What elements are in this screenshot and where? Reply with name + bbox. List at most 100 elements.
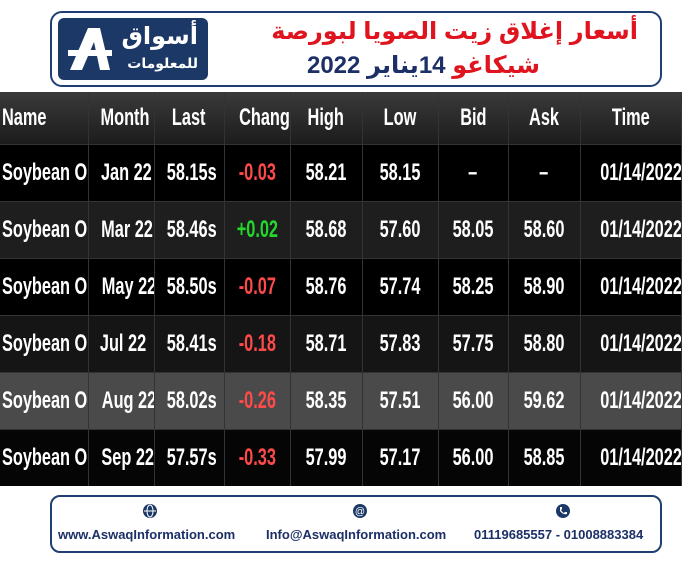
table-cell: Aug 22 (88, 372, 155, 430)
cell-text: -0.18 (238, 330, 276, 357)
cell-text: 57.83 (379, 330, 421, 357)
table-cell: Soybean Oil (0, 429, 89, 486)
column-header: Low (362, 92, 439, 145)
table-cell: 58.80 (508, 315, 581, 373)
table-cell: 58.76 (290, 258, 363, 316)
cell-text: -0.03 (238, 159, 276, 186)
table-cell: Jan 22 (88, 144, 155, 202)
cell-text: 56.00 (452, 444, 494, 471)
column-header: Name (0, 92, 89, 145)
cell-text: 58.50s (166, 273, 217, 300)
table-cell: +0.02 (224, 201, 291, 259)
table-cell: 57.17 (362, 429, 439, 486)
cell-text: 58.85 (523, 444, 565, 471)
column-header: Ask (508, 92, 581, 145)
cell-text: 58.02s (166, 387, 217, 414)
table-cell: -0.07 (224, 258, 291, 316)
cell-text: 58.90 (523, 273, 565, 300)
column-header-text: High (307, 104, 345, 131)
table-cell: 58.60 (508, 201, 581, 259)
quotes-table: Name Month Last Change High Low Bid Ask Time Soy… (0, 92, 682, 486)
mail-icon: @ (353, 504, 367, 518)
column-header: Change (224, 92, 291, 145)
cell-text: 58.60 (523, 216, 565, 243)
cell-text: – (539, 159, 549, 186)
cell-text: 01/14/2022 (599, 159, 681, 186)
cell-text: Aug 22 (101, 387, 154, 414)
cell-text: +0.02 (236, 216, 278, 243)
cell-text: May 22 (101, 273, 154, 300)
table-cell: 01/14/2022 (580, 201, 682, 259)
logo-subtitle: للمعلومات (127, 55, 198, 71)
subtitle-city: شيكاغو (452, 52, 540, 79)
cell-text: Jan 22 (100, 159, 152, 186)
table-cell: -0.26 (224, 372, 291, 430)
table-cell: 57.57s (154, 429, 225, 486)
cell-text: -0.07 (238, 273, 276, 300)
table-cell: Soybean Oil (0, 372, 89, 430)
column-header: Last (154, 92, 225, 145)
cell-text: 58.25 (452, 273, 494, 300)
table-cell: 57.83 (362, 315, 439, 373)
table-cell: 58.46s (154, 201, 225, 259)
table-cell: Soybean Oil (0, 201, 89, 259)
cell-text: Soybean Oil (2, 444, 88, 471)
table-cell: May 22 (88, 258, 155, 316)
column-header-text: Change (238, 104, 290, 131)
cell-text: 58.05 (452, 216, 494, 243)
cell-text: 59.62 (523, 387, 565, 414)
column-header-text: Ask (529, 104, 559, 131)
table-cell: 58.15s (154, 144, 225, 202)
cell-text: Soybean Oil (2, 330, 88, 357)
cell-text: 56.00 (452, 387, 494, 414)
table-row: Soybean Oil Sep 22 57.57s -0.33 57.99 57.17 56… (0, 429, 682, 486)
cell-text: -0.33 (238, 444, 276, 471)
table-cell: Sep 22 (88, 429, 155, 486)
cell-text: 58.15 (379, 159, 421, 186)
phone-icon (556, 504, 570, 518)
table-cell: Soybean Oil (0, 258, 89, 316)
svg-text:@: @ (355, 507, 365, 518)
table-cell: 57.74 (362, 258, 439, 316)
cell-text: 57.57s (166, 444, 217, 471)
table-cell: 01/14/2022 (580, 144, 682, 202)
table-row: Soybean Oil Jul 22 58.41s -0.18 58.71 57.83 57… (0, 315, 682, 373)
table-cell: 57.99 (290, 429, 363, 486)
table-cell: 01/14/2022 (580, 429, 682, 486)
column-header-text: Time (611, 104, 650, 131)
column-header-text: Last (172, 104, 206, 131)
column-header-text: Month (100, 104, 149, 131)
cell-text: 58.68 (305, 216, 347, 243)
table-cell: 01/14/2022 (580, 258, 682, 316)
cell-text: 58.46s (166, 216, 217, 243)
column-header: High (290, 92, 363, 145)
column-header-text: Bid (459, 104, 487, 131)
table-cell: Jul 22 (88, 315, 155, 373)
subtitle: شيكاغو 14يناير 2022 (307, 51, 540, 80)
cell-text: 01/14/2022 (599, 273, 681, 300)
table-cell: 58.15 (362, 144, 439, 202)
cell-text: Soybean Oil (2, 216, 88, 243)
cell-text: 58.80 (523, 330, 565, 357)
cell-text: – (468, 159, 478, 186)
cell-text: 58.71 (305, 330, 347, 357)
table-row: Soybean Oil Aug 22 58.02s -0.26 58.35 57.51 56… (0, 372, 682, 430)
cell-text: Soybean Oil (2, 273, 88, 300)
footer: @ www.AswaqInformation.com Info@AswaqInf… (50, 495, 662, 553)
cell-text: 57.60 (379, 216, 421, 243)
website: www.AswaqInformation.com (58, 527, 236, 542)
title: أسعار إغلاق زيت الصويا لبورصة (271, 18, 638, 45)
cell-text: 57.75 (452, 330, 494, 357)
table-cell: 58.50s (154, 258, 225, 316)
cell-text: Jul 22 (99, 330, 146, 357)
table-row: Soybean Oil Mar 22 58.46s +0.02 58.68 57.60 58… (0, 201, 682, 259)
table-cell: 58.21 (290, 144, 363, 202)
header: أسواق للمعلومات أسعار إغلاق زيت الصويا ل… (50, 11, 662, 87)
cell-text: 01/14/2022 (599, 216, 681, 243)
cell-text: 57.74 (379, 273, 421, 300)
logo-mark (68, 28, 112, 70)
table-cell: Soybean Oil (0, 144, 89, 202)
cell-text: 01/14/2022 (599, 444, 681, 471)
table-cell: 58.05 (438, 201, 509, 259)
